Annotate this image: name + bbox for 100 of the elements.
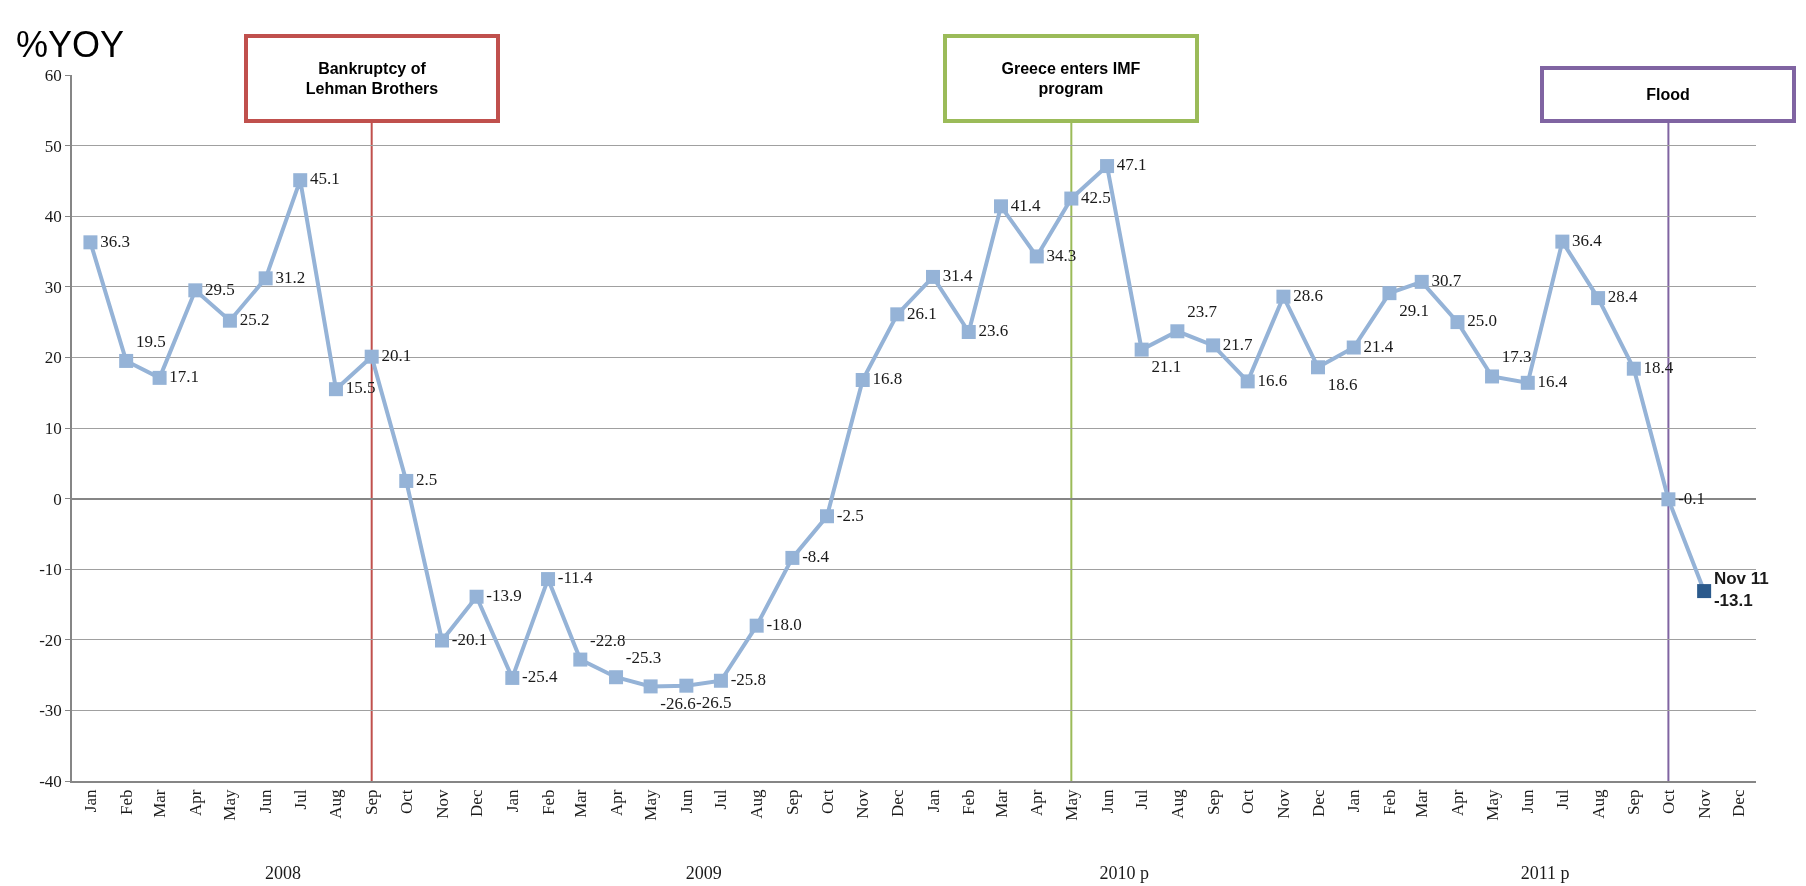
y-tick-label: -10	[39, 560, 62, 580]
x-tick-label: Nov	[1694, 789, 1714, 819]
ref-line-label: Greece enters IMF program	[1001, 59, 1141, 98]
data-label: -26.6	[660, 693, 696, 713]
x-tick-label: Jul	[1132, 789, 1152, 810]
point	[926, 269, 941, 284]
point	[890, 307, 905, 322]
ref-line-label: Bankruptcy of Lehman Brothers	[305, 59, 439, 98]
point	[1346, 340, 1361, 355]
y-tick-label: 40	[44, 207, 62, 227]
data-label: 26.1	[907, 303, 937, 323]
data-label: -8.4	[802, 547, 830, 567]
point	[83, 235, 98, 250]
x-tick-label: Mar	[1412, 789, 1432, 818]
x2-tick-label: 2010 p	[1099, 863, 1150, 883]
data-label: 21.7	[1222, 334, 1254, 354]
y-tick-label: 60	[44, 65, 62, 85]
data-label: 2.5	[416, 470, 438, 490]
point	[1029, 249, 1044, 264]
point	[541, 572, 556, 587]
data-label: -26.5	[696, 693, 732, 713]
point	[643, 679, 658, 694]
y-tick-label: -40	[39, 771, 62, 791]
point	[222, 313, 237, 328]
data-label: 16.4	[1537, 372, 1568, 392]
y-tick-label: 10	[44, 418, 62, 438]
point	[1485, 369, 1500, 384]
point	[152, 370, 167, 385]
point	[1240, 374, 1255, 389]
x-tick-label: Dec	[887, 789, 907, 817]
data-label: -11.4	[557, 568, 594, 588]
x-tick-label: Mar	[991, 789, 1011, 818]
x-tick-label: Oct	[1238, 789, 1258, 815]
x-tick-label: Sep	[1203, 789, 1223, 816]
x-tick-label: Nov	[1273, 789, 1293, 819]
x-tick-label: Jul	[290, 789, 310, 810]
x-tick-label: Mar	[150, 789, 170, 818]
point	[1382, 286, 1397, 301]
data-label: 41.4	[1010, 195, 1042, 215]
point	[1064, 191, 1079, 206]
x-tick-label: Jun	[256, 789, 276, 814]
x-tick-label: Sep	[782, 789, 802, 816]
x-tick-label: Feb	[959, 789, 979, 816]
x2-tick-label: 2009	[685, 863, 722, 883]
point	[819, 509, 834, 524]
data-label: 17.3	[1501, 347, 1532, 367]
point	[258, 271, 273, 286]
point	[1311, 360, 1325, 375]
x-tick-label: Dec	[467, 789, 487, 817]
x-tick-label: Mar	[570, 789, 590, 818]
point	[399, 473, 414, 488]
data-label: 30.7	[1431, 271, 1462, 291]
data-label: 21.1	[1151, 357, 1182, 377]
point	[1626, 361, 1641, 376]
data-label: -20.1	[451, 629, 488, 649]
point	[961, 324, 976, 339]
x-tick-label: Sep	[362, 789, 382, 816]
data-label: 45.1	[309, 169, 340, 189]
data-label: 47.1	[1116, 155, 1147, 175]
ref-line-label: Flood	[1646, 86, 1690, 103]
data-label: -13.9	[486, 585, 522, 605]
x-tick-label: Jan	[1344, 789, 1364, 813]
data-label: 18.6	[1327, 374, 1358, 394]
data-label: 31.2	[275, 267, 306, 287]
x-tick-label: Jun	[676, 789, 696, 814]
data-label: Nov 11 -13.1	[1713, 569, 1769, 611]
x-tick-label: Jul	[1552, 789, 1572, 810]
data-label: 16.6	[1257, 370, 1288, 390]
x-tick-label: May	[1482, 789, 1502, 821]
x-tick-label: Jul	[711, 789, 731, 810]
point	[1520, 375, 1535, 390]
point	[1206, 338, 1221, 353]
x-tick-label: Jun	[1518, 789, 1538, 814]
point	[1276, 289, 1291, 304]
data-label: 16.8	[872, 369, 903, 389]
point	[994, 199, 1009, 214]
data-label: 17.1	[169, 367, 200, 387]
x-tick-label: Nov	[432, 789, 452, 819]
x-tick-label: Apr	[1447, 789, 1467, 816]
point	[119, 353, 134, 368]
data-label: 28.6	[1293, 285, 1323, 305]
x-tick-label: Apr	[185, 789, 205, 816]
x-tick-label: Dec	[1308, 789, 1328, 817]
x-tick-label: May	[1061, 789, 1081, 821]
x-tick-label: Feb	[116, 789, 136, 816]
point	[505, 670, 520, 685]
x-tick-label: Aug	[1167, 789, 1187, 819]
data-label: 25.2	[239, 309, 270, 329]
data-label: -25.3	[625, 648, 662, 668]
data-label: 21.4	[1363, 336, 1394, 356]
data-label: -2.5	[836, 505, 864, 525]
data-label: 36.3	[100, 231, 130, 251]
x-tick-label: Aug	[326, 789, 346, 819]
data-label: -22.8	[590, 630, 626, 650]
data-label: 29.1	[1399, 300, 1429, 320]
point	[293, 173, 308, 188]
x2-tick-label: 2011 p	[1520, 863, 1570, 883]
data-label: 28.4	[1607, 287, 1639, 307]
x-tick-label: Oct	[1658, 789, 1678, 815]
point	[1134, 342, 1149, 357]
